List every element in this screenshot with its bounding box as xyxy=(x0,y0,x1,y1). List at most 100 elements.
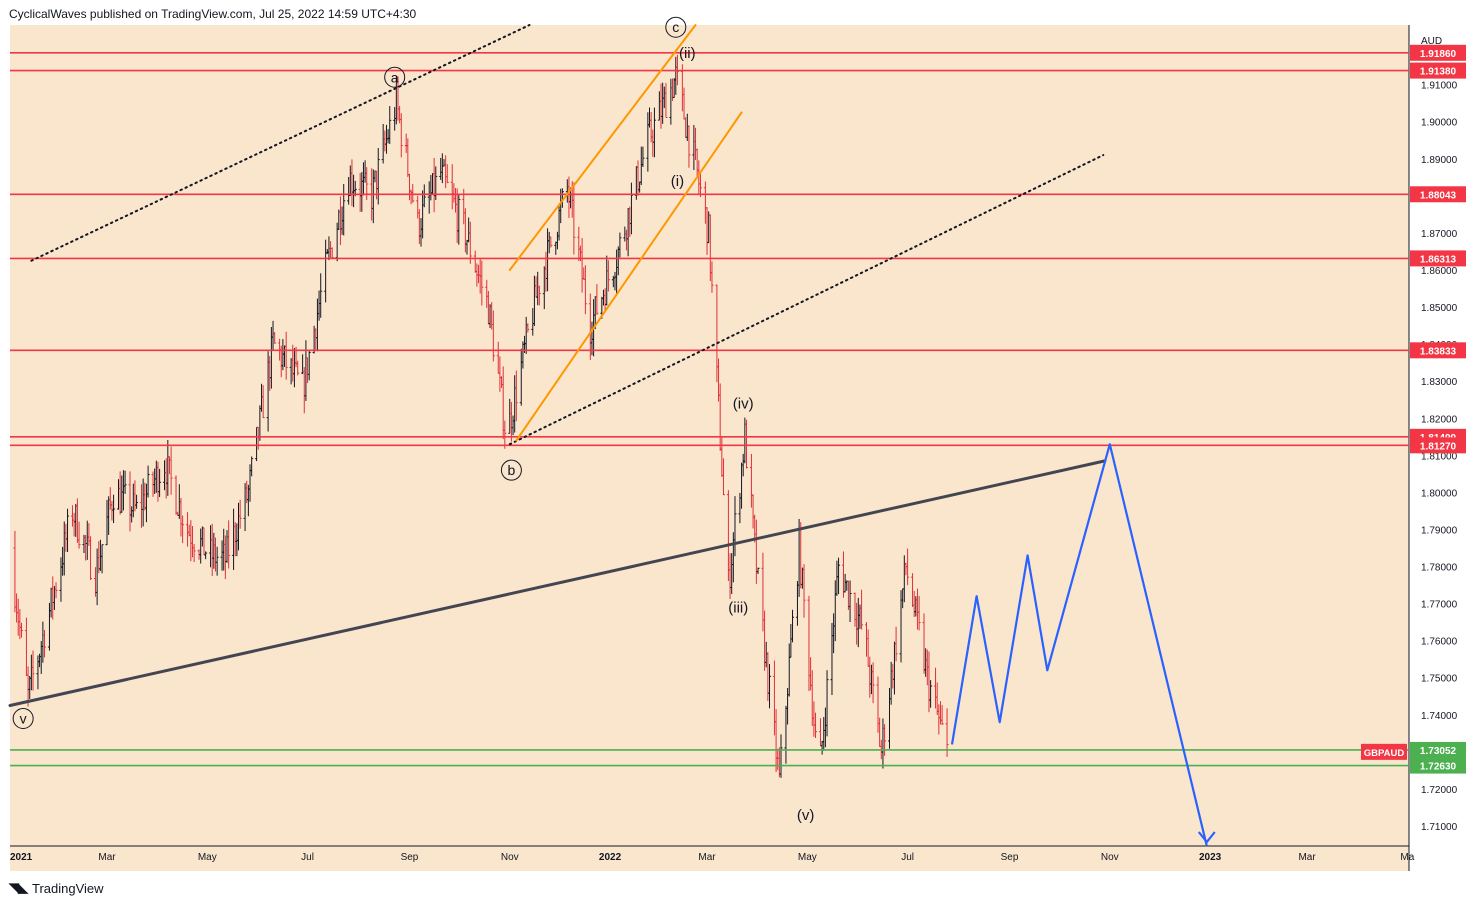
candle xyxy=(549,236,553,248)
tradingview-logo-icon: ◥◣ xyxy=(9,880,28,895)
candle xyxy=(756,567,760,575)
candle xyxy=(652,107,656,158)
candle xyxy=(411,184,415,203)
level-label: 1.86313 xyxy=(1420,254,1457,265)
level-badge-1.73052: 1.73052 xyxy=(1410,741,1466,758)
candle xyxy=(791,609,795,643)
candle xyxy=(204,551,208,560)
candle xyxy=(273,331,277,344)
svg-text:(ii): (ii) xyxy=(679,45,696,62)
candle xyxy=(20,622,24,638)
candle xyxy=(135,494,139,509)
candle xyxy=(698,171,702,198)
y-tick-label: 1.90000 xyxy=(1421,118,1458,129)
candle xyxy=(537,285,541,306)
level-badge-1.91860: 1.91860 xyxy=(1410,44,1466,61)
level-label: 1.72630 xyxy=(1420,762,1457,773)
wave-label-iii: (iii) xyxy=(728,599,748,616)
level-badge-1.88043: 1.88043 xyxy=(1410,186,1466,203)
candlestick-series xyxy=(13,54,949,778)
svg-text:c: c xyxy=(672,19,679,35)
orange-channel-upper[interactable] xyxy=(508,24,697,272)
candle xyxy=(503,420,507,449)
svg-text:(i): (i) xyxy=(671,173,684,190)
x-tick-label: Ma xyxy=(1400,852,1414,863)
candle xyxy=(422,184,426,208)
x-tick-label: 2023 xyxy=(1199,852,1222,863)
candle xyxy=(744,419,748,469)
level-badge-1.72630: 1.72630 xyxy=(1410,757,1466,774)
x-tick-label: Mar xyxy=(1298,852,1316,863)
symbol-badge: GBPAUD xyxy=(1361,743,1407,760)
lower-dotted-channel[interactable] xyxy=(508,154,1105,446)
y-tick-label: 1.89000 xyxy=(1421,155,1458,166)
y-tick-label: 1.77000 xyxy=(1421,600,1458,611)
candle xyxy=(342,183,346,236)
wave-label-iv: (iv) xyxy=(733,395,754,412)
candle xyxy=(837,557,841,595)
candle xyxy=(296,360,300,376)
projection-line[interactable] xyxy=(950,443,1208,847)
candle xyxy=(445,164,449,184)
x-tick-label: May xyxy=(798,852,817,863)
trendlines xyxy=(8,24,1107,708)
candle xyxy=(307,349,311,381)
candle xyxy=(31,650,35,691)
x-tick-label: Nov xyxy=(501,852,519,863)
projection-arrow-icon xyxy=(1197,831,1216,844)
brand-text: TradingView xyxy=(32,880,104,896)
candle xyxy=(43,630,47,658)
candle xyxy=(733,496,737,557)
candle xyxy=(848,580,852,622)
y-tick-label: 1.79000 xyxy=(1421,525,1458,536)
candle xyxy=(779,734,783,778)
candle xyxy=(940,705,944,726)
x-tick-label: Jul xyxy=(901,852,914,863)
wave-label-a: a xyxy=(384,66,406,88)
candle xyxy=(802,564,806,618)
candle xyxy=(123,470,127,494)
wave-labels: a b c v (ii) (i) (iv) (iii) (v) xyxy=(12,16,815,824)
svg-text:(v): (v) xyxy=(797,807,815,824)
candle xyxy=(860,589,864,630)
candle xyxy=(664,82,668,118)
chart-background xyxy=(10,25,1409,871)
candle xyxy=(54,582,58,599)
orange-channel-lower[interactable] xyxy=(515,111,743,442)
x-tick-label: Sep xyxy=(401,852,419,863)
time-axis[interactable]: 2021 Mar May Jul Sep Nov 2022 Mar May Jul Sep Nov 20… xyxy=(10,852,1415,863)
candle xyxy=(146,465,150,498)
candle xyxy=(457,193,461,245)
candle xyxy=(687,125,691,168)
black-trendline[interactable] xyxy=(8,459,1107,708)
level-label: 1.91860 xyxy=(1420,49,1457,60)
wave-label-ii: (ii) xyxy=(679,45,696,62)
candle xyxy=(468,221,472,264)
candle xyxy=(181,515,185,544)
candle xyxy=(721,458,725,496)
candle xyxy=(929,680,933,708)
level-label: 1.81270 xyxy=(1420,441,1457,452)
candle xyxy=(491,310,495,362)
x-tick-label: Mar xyxy=(698,852,716,863)
candle xyxy=(112,494,116,524)
candle xyxy=(388,106,392,144)
x-tick-label: 2022 xyxy=(599,852,622,863)
level-badge-1.86313: 1.86313 xyxy=(1410,250,1466,267)
wave-label-b: b xyxy=(500,459,522,481)
candle xyxy=(227,520,231,569)
candle xyxy=(606,260,610,292)
upper-dotted-channel[interactable] xyxy=(30,24,531,262)
candle xyxy=(871,662,875,704)
candle xyxy=(238,499,242,529)
x-tick-label: May xyxy=(198,852,217,863)
svg-text:(iv): (iv) xyxy=(733,395,754,412)
projection-path xyxy=(950,443,1216,847)
price-axis[interactable]: 1.91000 1.90000 1.89000 1.87000 1.86000 1.850… xyxy=(1421,81,1458,833)
symbol-label: GBPAUD xyxy=(1364,748,1405,759)
x-tick-label: 2021 xyxy=(10,852,33,863)
candle xyxy=(629,182,633,235)
candle xyxy=(825,670,829,737)
svg-text:(iii): (iii) xyxy=(728,599,748,616)
